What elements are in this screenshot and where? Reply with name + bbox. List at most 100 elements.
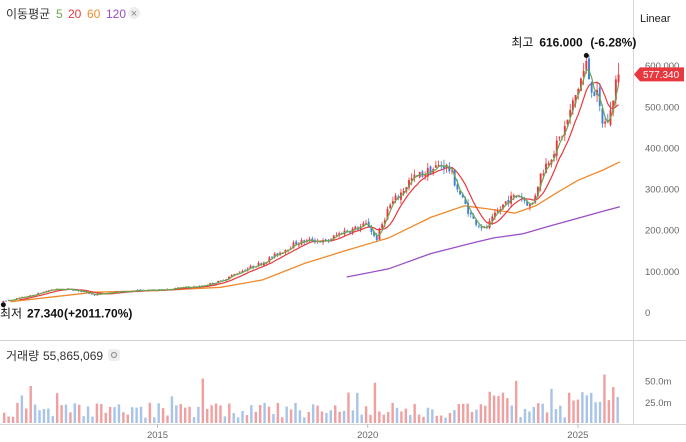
volume-bar bbox=[342, 410, 346, 423]
volume-bar bbox=[400, 411, 403, 423]
volume-bar bbox=[329, 410, 333, 423]
volume-bar bbox=[585, 395, 589, 423]
volume-tick-label: 50.0m bbox=[645, 377, 671, 388]
volume-value: 55,865,069 bbox=[43, 349, 103, 363]
candle-body bbox=[588, 58, 590, 80]
volume-bar bbox=[523, 408, 527, 423]
settings-icon[interactable] bbox=[108, 349, 120, 361]
ma-60-series bbox=[10, 161, 621, 303]
volume-bar bbox=[453, 410, 456, 423]
volume-bar bbox=[214, 403, 218, 423]
volume-bar bbox=[219, 405, 222, 423]
volume-bar bbox=[161, 408, 165, 423]
y-tick-label: 0 bbox=[645, 308, 650, 319]
current-price-badge: 577.340 bbox=[634, 67, 684, 82]
current-price: 577.340 bbox=[643, 70, 680, 81]
candle-body bbox=[335, 235, 338, 236]
volume-bar bbox=[188, 406, 191, 423]
volume-label: 거래량 bbox=[6, 349, 39, 363]
volume-bar bbox=[206, 408, 209, 423]
volume-bar bbox=[554, 409, 558, 423]
candlestick-series bbox=[2, 52, 620, 303]
volume-bar bbox=[457, 403, 461, 423]
volume-bar bbox=[73, 403, 77, 423]
y-tick-label: 500.000 bbox=[645, 102, 679, 113]
volume-bar bbox=[95, 403, 99, 423]
high-change: (-6.28%) bbox=[590, 36, 636, 50]
volume-bar bbox=[603, 374, 606, 423]
ma-20-line bbox=[19, 81, 619, 301]
candle-body bbox=[211, 282, 214, 284]
close-glyph[interactable]: × bbox=[131, 8, 137, 20]
volume-bar bbox=[276, 402, 280, 423]
candle-body bbox=[386, 208, 389, 220]
candle-body bbox=[539, 173, 542, 187]
volume-bar bbox=[298, 410, 302, 423]
volume-bar bbox=[254, 411, 257, 423]
candle-body bbox=[515, 196, 518, 198]
high-marker bbox=[583, 53, 589, 59]
candle-body bbox=[332, 235, 335, 239]
volume-bar bbox=[166, 415, 169, 423]
volume-bar bbox=[38, 410, 41, 423]
low-value: 27.340 bbox=[27, 307, 64, 321]
volume-bar bbox=[470, 412, 474, 423]
candle-body bbox=[574, 94, 577, 104]
ma-20-label[interactable]: 20 bbox=[68, 7, 82, 21]
volume-bar bbox=[153, 417, 156, 423]
volume-bar bbox=[431, 409, 434, 423]
volume-bar bbox=[514, 380, 518, 423]
candle-body bbox=[389, 204, 392, 209]
volume-bar bbox=[338, 411, 341, 423]
time-axis: 2015 2020 2025 bbox=[147, 424, 588, 441]
volume-bar bbox=[567, 392, 571, 423]
volume-bar bbox=[157, 403, 160, 423]
volume-bar bbox=[236, 417, 240, 423]
volume-bar bbox=[11, 416, 15, 423]
candle-body bbox=[2, 300, 5, 302]
volume-bar bbox=[532, 407, 536, 423]
volume-bar bbox=[528, 411, 531, 423]
ma-60-label[interactable]: 60 bbox=[87, 7, 101, 21]
volume-bar bbox=[488, 391, 491, 423]
volume-bar bbox=[616, 396, 619, 423]
candle-body bbox=[558, 137, 561, 139]
volume-bar bbox=[316, 405, 319, 423]
ma-5-label[interactable]: 5 bbox=[56, 7, 63, 21]
volume-bar bbox=[479, 404, 483, 423]
candle-body bbox=[257, 262, 260, 267]
volume-bar bbox=[395, 407, 399, 423]
volume-bar bbox=[55, 393, 59, 423]
candle-body bbox=[469, 212, 472, 215]
close-icon[interactable]: × bbox=[128, 7, 140, 20]
ma-120-label[interactable]: 120 bbox=[106, 7, 126, 21]
volume-bar bbox=[594, 402, 597, 423]
volume-bar bbox=[78, 404, 81, 423]
volume-bar bbox=[86, 406, 90, 423]
candle-body bbox=[365, 222, 367, 224]
volume-bar bbox=[351, 410, 355, 423]
candle-body bbox=[577, 88, 580, 96]
high-annotation: 최고 616.000 (-6.28%) bbox=[511, 36, 636, 59]
volume-bar bbox=[289, 409, 293, 423]
high-label: 최고 bbox=[511, 36, 533, 50]
volume-bar bbox=[267, 406, 271, 423]
candle-body bbox=[453, 170, 456, 186]
candle-body bbox=[295, 241, 298, 245]
volume-bar bbox=[364, 406, 368, 423]
low-label: 최저 bbox=[0, 307, 22, 321]
candle-body bbox=[391, 201, 394, 204]
candle-body bbox=[276, 253, 279, 256]
volume-bar bbox=[33, 404, 37, 423]
candle-body bbox=[402, 190, 405, 194]
volume-bar bbox=[435, 415, 438, 423]
volume-bars bbox=[2, 374, 619, 423]
candle-body bbox=[424, 174, 427, 176]
scale-toggle[interactable]: Linear bbox=[640, 13, 671, 25]
volume-bar bbox=[426, 407, 430, 423]
volume-bar bbox=[506, 398, 509, 423]
candle-body bbox=[440, 165, 443, 167]
high-value: 616.000 bbox=[539, 36, 583, 50]
candle-body bbox=[601, 108, 604, 124]
